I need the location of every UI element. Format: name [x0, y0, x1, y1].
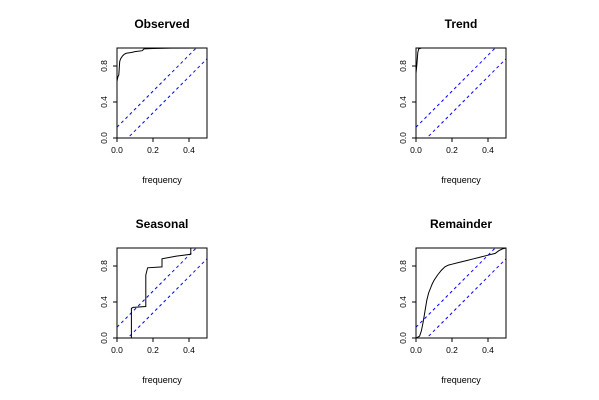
upper-band-line: [416, 48, 496, 128]
plot-area: [117, 248, 207, 338]
lower-band-line: [426, 258, 506, 338]
chart-title: Observed: [134, 17, 189, 31]
chart-panel: Trend 0.0 0.2 0.4 0.0 0.4 0.8 frequency: [398, 17, 507, 185]
plot-frame: [415, 247, 507, 339]
lower-band-line: [127, 258, 207, 338]
x-tick-label: 0.0: [111, 145, 123, 155]
x-axis-label: frequency: [441, 375, 481, 385]
upper-band-line: [117, 48, 197, 128]
plot-area: [416, 48, 506, 138]
series-line: [117, 248, 207, 338]
x-tick-label: 0.2: [446, 345, 458, 355]
x-tick-label: 0.0: [111, 345, 123, 355]
lower-band-line: [426, 58, 506, 138]
chart-panel: Remainder 0.0 0.2 0.4 0.0 0.4 0.8 frequency: [398, 217, 507, 385]
series-line: [117, 48, 207, 138]
x-tick-label: 0.4: [183, 345, 195, 355]
y-tick-label: 0.4: [398, 296, 408, 308]
y-tick-label: 0.0: [99, 332, 109, 344]
y-tick-label: 0.8: [398, 60, 408, 72]
chart-panel: Seasonal 0.0 0.2 0.4 0.0 0.4 0.8 frequency: [99, 217, 208, 385]
y-tick-label: 0.4: [99, 96, 109, 108]
upper-band-line: [416, 248, 496, 328]
series-line: [416, 248, 506, 338]
chart-title: Trend: [445, 17, 478, 31]
x-tick-label: 0.4: [482, 145, 494, 155]
y-tick-label: 0.0: [398, 332, 408, 344]
plot-area: [117, 48, 207, 138]
x-axis-label: frequency: [142, 175, 182, 185]
x-tick-label: 0.2: [446, 145, 458, 155]
x-tick-label: 0.0: [410, 145, 422, 155]
x-tick-label: 0.4: [183, 145, 195, 155]
chart-panel: Observed 0.0 0.2 0.4 0.0 0.4 0.8 frequency: [99, 17, 208, 185]
plot-frame: [116, 47, 208, 139]
lower-band-line: [127, 58, 207, 138]
x-tick-label: 0.2: [147, 145, 159, 155]
y-tick-label: 0.4: [398, 96, 408, 108]
chart-title: Remainder: [430, 217, 492, 231]
x-axis-label: frequency: [142, 375, 182, 385]
y-tick-label: 0.8: [398, 260, 408, 272]
x-tick-label: 0.2: [147, 345, 159, 355]
y-tick-label: 0.8: [99, 60, 109, 72]
plot-frame: [415, 47, 507, 139]
plot-area: [416, 248, 506, 338]
x-tick-label: 0.4: [482, 345, 494, 355]
plot-frame: [116, 247, 208, 339]
y-tick-label: 0.4: [99, 296, 109, 308]
x-axis-label: frequency: [441, 175, 481, 185]
y-tick-label: 0.0: [99, 132, 109, 144]
chart-title: Seasonal: [136, 217, 189, 231]
series-line: [416, 48, 506, 138]
y-tick-label: 0.8: [99, 260, 109, 272]
upper-band-line: [117, 248, 197, 328]
y-tick-label: 0.0: [398, 132, 408, 144]
x-tick-label: 0.0: [410, 345, 422, 355]
